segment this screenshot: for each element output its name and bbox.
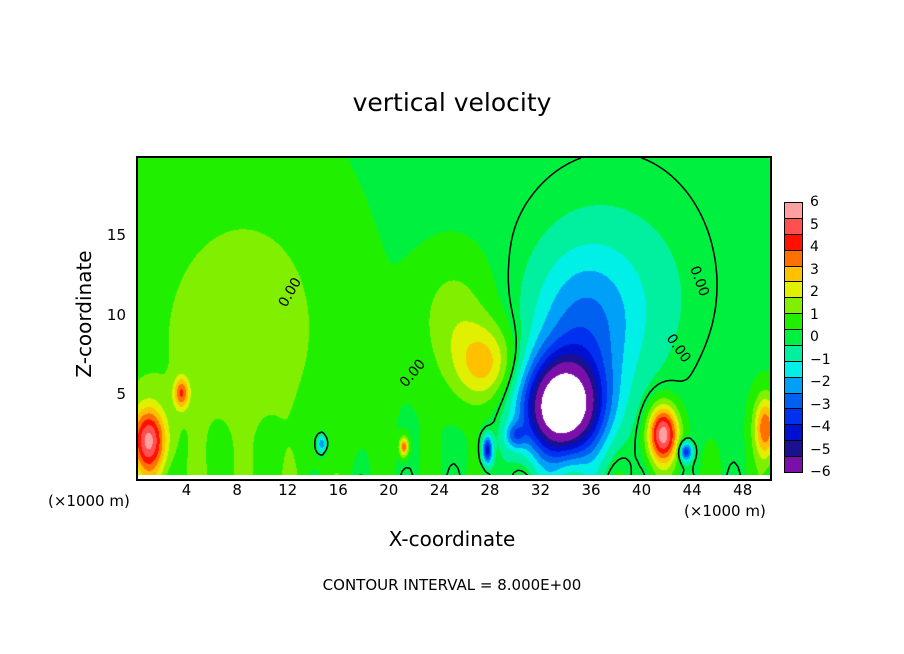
colorbar-swatch — [784, 281, 803, 299]
colorbar-swatch — [784, 313, 803, 331]
colorbar-label: 3 — [810, 261, 819, 278]
colorbar-label: −1 — [810, 351, 831, 368]
colorbar-label: −5 — [810, 441, 831, 458]
colorbar-label: 0 — [810, 329, 819, 345]
colorbar-swatch — [784, 233, 803, 251]
colorbar-label: −6 — [810, 464, 831, 480]
zero-contour-line — [314, 158, 742, 475]
colorbar-swatch — [784, 392, 803, 410]
x-tick-label: 48 — [733, 481, 753, 499]
colorbar-label: −3 — [810, 396, 831, 413]
colorbar-swatch — [784, 297, 803, 315]
x-tick-label: 28 — [480, 481, 500, 499]
x-tick-label: 16 — [328, 481, 348, 499]
colorbar-label: 1 — [810, 306, 819, 323]
colorbar-label: 6 — [810, 194, 819, 210]
colorbar-swatch — [784, 360, 803, 378]
colorbar-swatch — [784, 424, 803, 442]
y-tick-label: 5 — [116, 384, 126, 403]
colorbar-swatch — [784, 202, 803, 219]
contour-interval: CONTOUR INTERVAL = 8.000E+00 — [322, 576, 582, 594]
colorbar-swatch — [784, 408, 803, 426]
colorbar-swatch — [784, 329, 803, 346]
contour-label: 0.00 — [397, 356, 429, 390]
velocity-heatmap — [138, 158, 770, 475]
colorbar-swatch — [784, 249, 803, 267]
colorbar-label: 4 — [810, 239, 819, 255]
colorbar-swatch — [784, 217, 803, 235]
x-tick-label: 20 — [379, 481, 399, 499]
zero-contours: 0.00 0.00 0.00 0.00 — [276, 158, 742, 475]
colorbar-swatch — [784, 440, 803, 458]
colorbar-swatch — [784, 265, 803, 283]
x-axis-label: X-coordinate — [388, 527, 516, 551]
x-unit-right: (×1000 m) — [684, 502, 766, 520]
plot-area: 0.00 0.00 0.00 0.00 — [136, 156, 772, 481]
colorbar-label: 2 — [810, 284, 819, 300]
colorbar-label: −2 — [810, 374, 831, 390]
x-tick-label: 24 — [429, 481, 449, 499]
x-tick-label: 32 — [530, 481, 551, 499]
x-tick-label: 12 — [278, 481, 298, 499]
y-tick-label: 10 — [106, 305, 126, 324]
contour-label: 0.00 — [276, 275, 305, 310]
colorbar-swatch — [784, 344, 803, 362]
y-axis-label: Z-coordinate — [72, 250, 96, 378]
x-unit-left: (×1000 m) — [48, 492, 130, 510]
x-tick-label: 4 — [181, 481, 192, 499]
colorbar-swatch — [784, 456, 803, 473]
x-tick-label: 36 — [581, 481, 601, 499]
chart-title: vertical velocity — [352, 88, 552, 117]
contour-label: 0.00 — [686, 264, 712, 299]
x-tick-label: 44 — [682, 481, 702, 499]
colorbar-label: −4 — [810, 419, 831, 435]
x-tick-label: 40 — [632, 481, 652, 499]
contour-label: 0.00 — [663, 331, 694, 366]
colorbar-swatch — [784, 376, 803, 394]
x-tick-label: 8 — [232, 481, 242, 499]
colorbar-label: 5 — [810, 216, 819, 233]
y-tick-label: 15 — [106, 226, 126, 245]
